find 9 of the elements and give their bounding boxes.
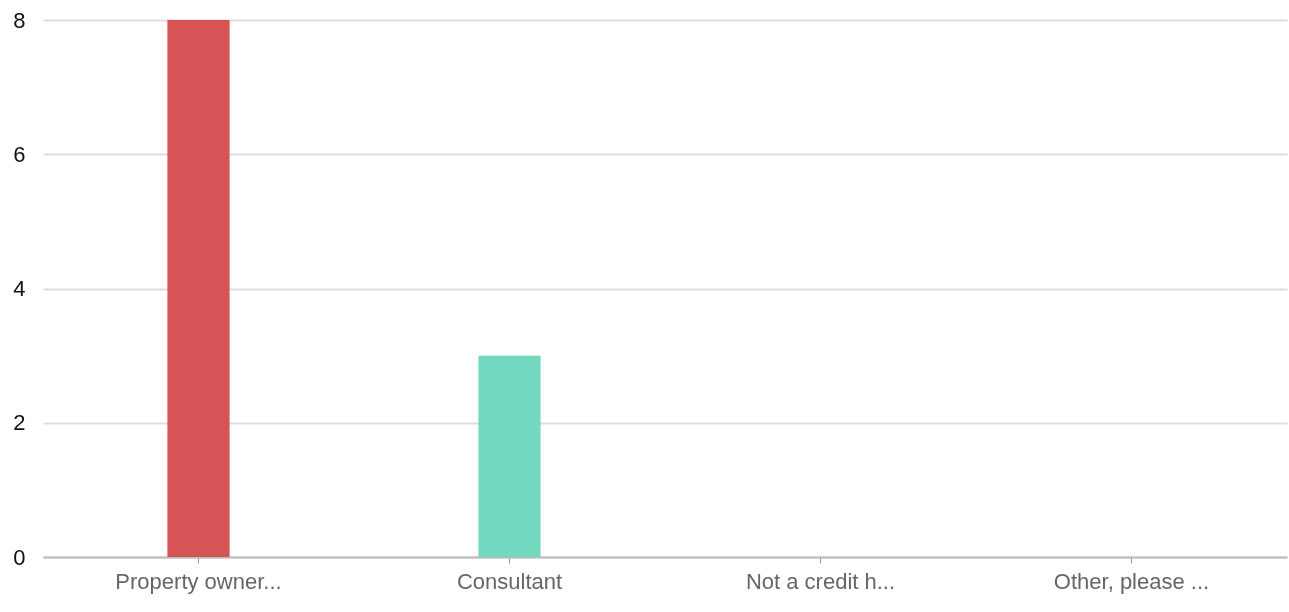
y-tick-label: 4 [13,276,26,301]
x-tick-label: Consultant [456,568,563,594]
y-tick-label: 0 [13,544,26,570]
y-tick-label: 8 [13,7,26,33]
x-tick-label: Property owner... [115,568,282,594]
x-tick-label: Not a credit h... [745,568,896,594]
y-tick-label: 2 [13,410,26,436]
x-tick-label: Other, please ... [1053,568,1210,594]
y-tick-label: 6 [13,141,26,167]
